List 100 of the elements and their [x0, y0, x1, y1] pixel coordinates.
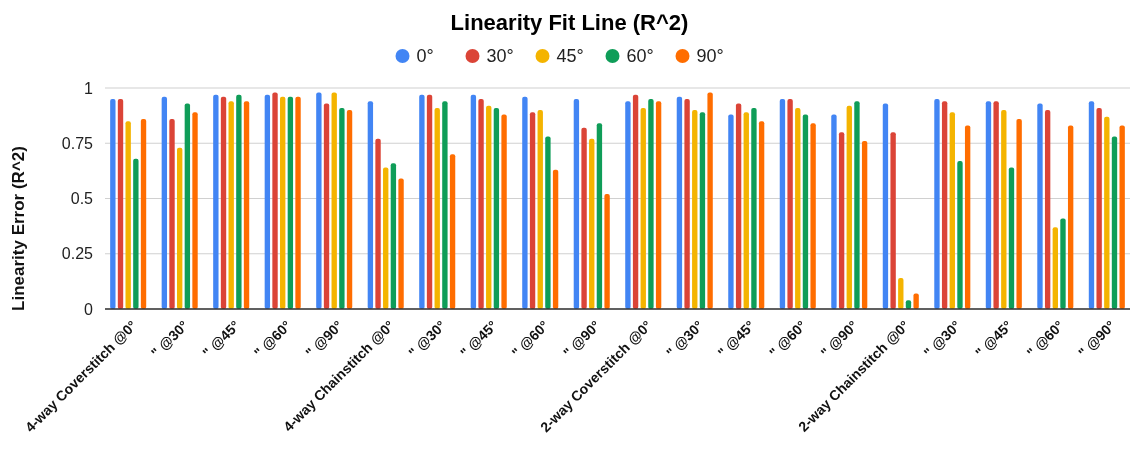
bar — [529, 112, 536, 309]
bar — [243, 101, 250, 309]
bar — [272, 92, 278, 309]
bar — [280, 96, 286, 309]
bar — [655, 101, 662, 309]
bar — [522, 96, 528, 309]
bar — [169, 118, 175, 309]
bar — [470, 94, 477, 309]
bar — [125, 121, 131, 309]
legend-label: 90° — [696, 46, 724, 66]
bar — [699, 112, 706, 309]
bar — [1067, 125, 1074, 309]
bar — [728, 114, 734, 309]
bar — [625, 101, 631, 309]
bar — [684, 99, 690, 309]
bar — [779, 99, 786, 309]
y-tick-label: 0 — [84, 300, 94, 318]
y-tick-label: 1 — [84, 79, 94, 97]
bar — [1001, 110, 1007, 309]
bar — [831, 114, 837, 309]
bar — [861, 141, 868, 309]
bar — [493, 107, 500, 309]
bar — [1088, 101, 1095, 309]
bar — [882, 103, 889, 309]
bar — [751, 107, 757, 309]
bar — [1016, 118, 1022, 309]
bar — [949, 112, 955, 309]
bar — [264, 94, 271, 309]
legend-label: 45° — [556, 46, 584, 66]
bar — [537, 110, 543, 309]
y-tick-label: 0.75 — [61, 134, 94, 152]
bar — [375, 138, 381, 309]
bar — [486, 105, 492, 309]
y-tick-label: 0.5 — [70, 190, 94, 208]
chart-title: Linearity Fit Line (R^2) — [450, 10, 689, 35]
bar — [192, 112, 198, 309]
legend-label: 60° — [626, 46, 654, 66]
bar — [1104, 116, 1110, 309]
bar — [449, 154, 456, 309]
bar — [1096, 107, 1102, 309]
bar — [604, 194, 610, 309]
bar — [964, 125, 971, 309]
bar — [426, 94, 433, 309]
bar — [957, 160, 963, 309]
bar — [331, 92, 337, 309]
bar — [184, 103, 191, 309]
bar — [596, 123, 603, 309]
bar — [573, 99, 580, 309]
bar — [323, 103, 330, 309]
bar — [434, 107, 440, 309]
bar — [133, 158, 139, 309]
bar — [743, 112, 749, 309]
bar — [1008, 167, 1015, 309]
bar — [676, 96, 683, 309]
bar — [1111, 136, 1118, 309]
bar — [707, 92, 713, 309]
bar — [442, 101, 448, 309]
bar — [213, 94, 219, 309]
bar — [545, 136, 551, 309]
legend-label: 30° — [486, 46, 514, 66]
bar — [890, 132, 896, 309]
y-axis-title: Linearity Error (R^2) — [9, 146, 28, 311]
bar — [632, 94, 639, 309]
bar — [117, 99, 124, 309]
bar — [846, 105, 852, 309]
bar — [993, 101, 999, 309]
bar — [478, 99, 484, 309]
bar — [838, 132, 845, 309]
bar — [854, 101, 860, 309]
bar — [295, 96, 301, 309]
bar — [1119, 125, 1125, 309]
bar — [552, 169, 559, 309]
bar — [177, 147, 183, 309]
bar — [735, 103, 742, 309]
y-tick-label: 0.25 — [61, 245, 94, 263]
bar — [383, 167, 389, 309]
bar — [648, 99, 654, 309]
bar — [1037, 103, 1043, 309]
bar — [787, 99, 793, 309]
bar — [589, 138, 595, 309]
bar — [934, 99, 940, 309]
bar — [140, 118, 147, 309]
bar — [1044, 110, 1051, 309]
bar — [810, 123, 816, 309]
bar — [692, 110, 698, 309]
bar — [898, 278, 904, 309]
bar — [316, 92, 322, 309]
bar — [236, 94, 242, 309]
bar — [419, 94, 425, 309]
bar — [913, 293, 919, 309]
bar — [339, 107, 345, 309]
bar — [398, 178, 404, 309]
bar — [985, 101, 992, 309]
bar — [640, 107, 646, 309]
bar — [1060, 218, 1066, 309]
bar — [501, 114, 507, 309]
bar — [795, 107, 801, 309]
bar — [346, 110, 353, 309]
bar — [287, 96, 294, 309]
bar — [758, 121, 765, 309]
